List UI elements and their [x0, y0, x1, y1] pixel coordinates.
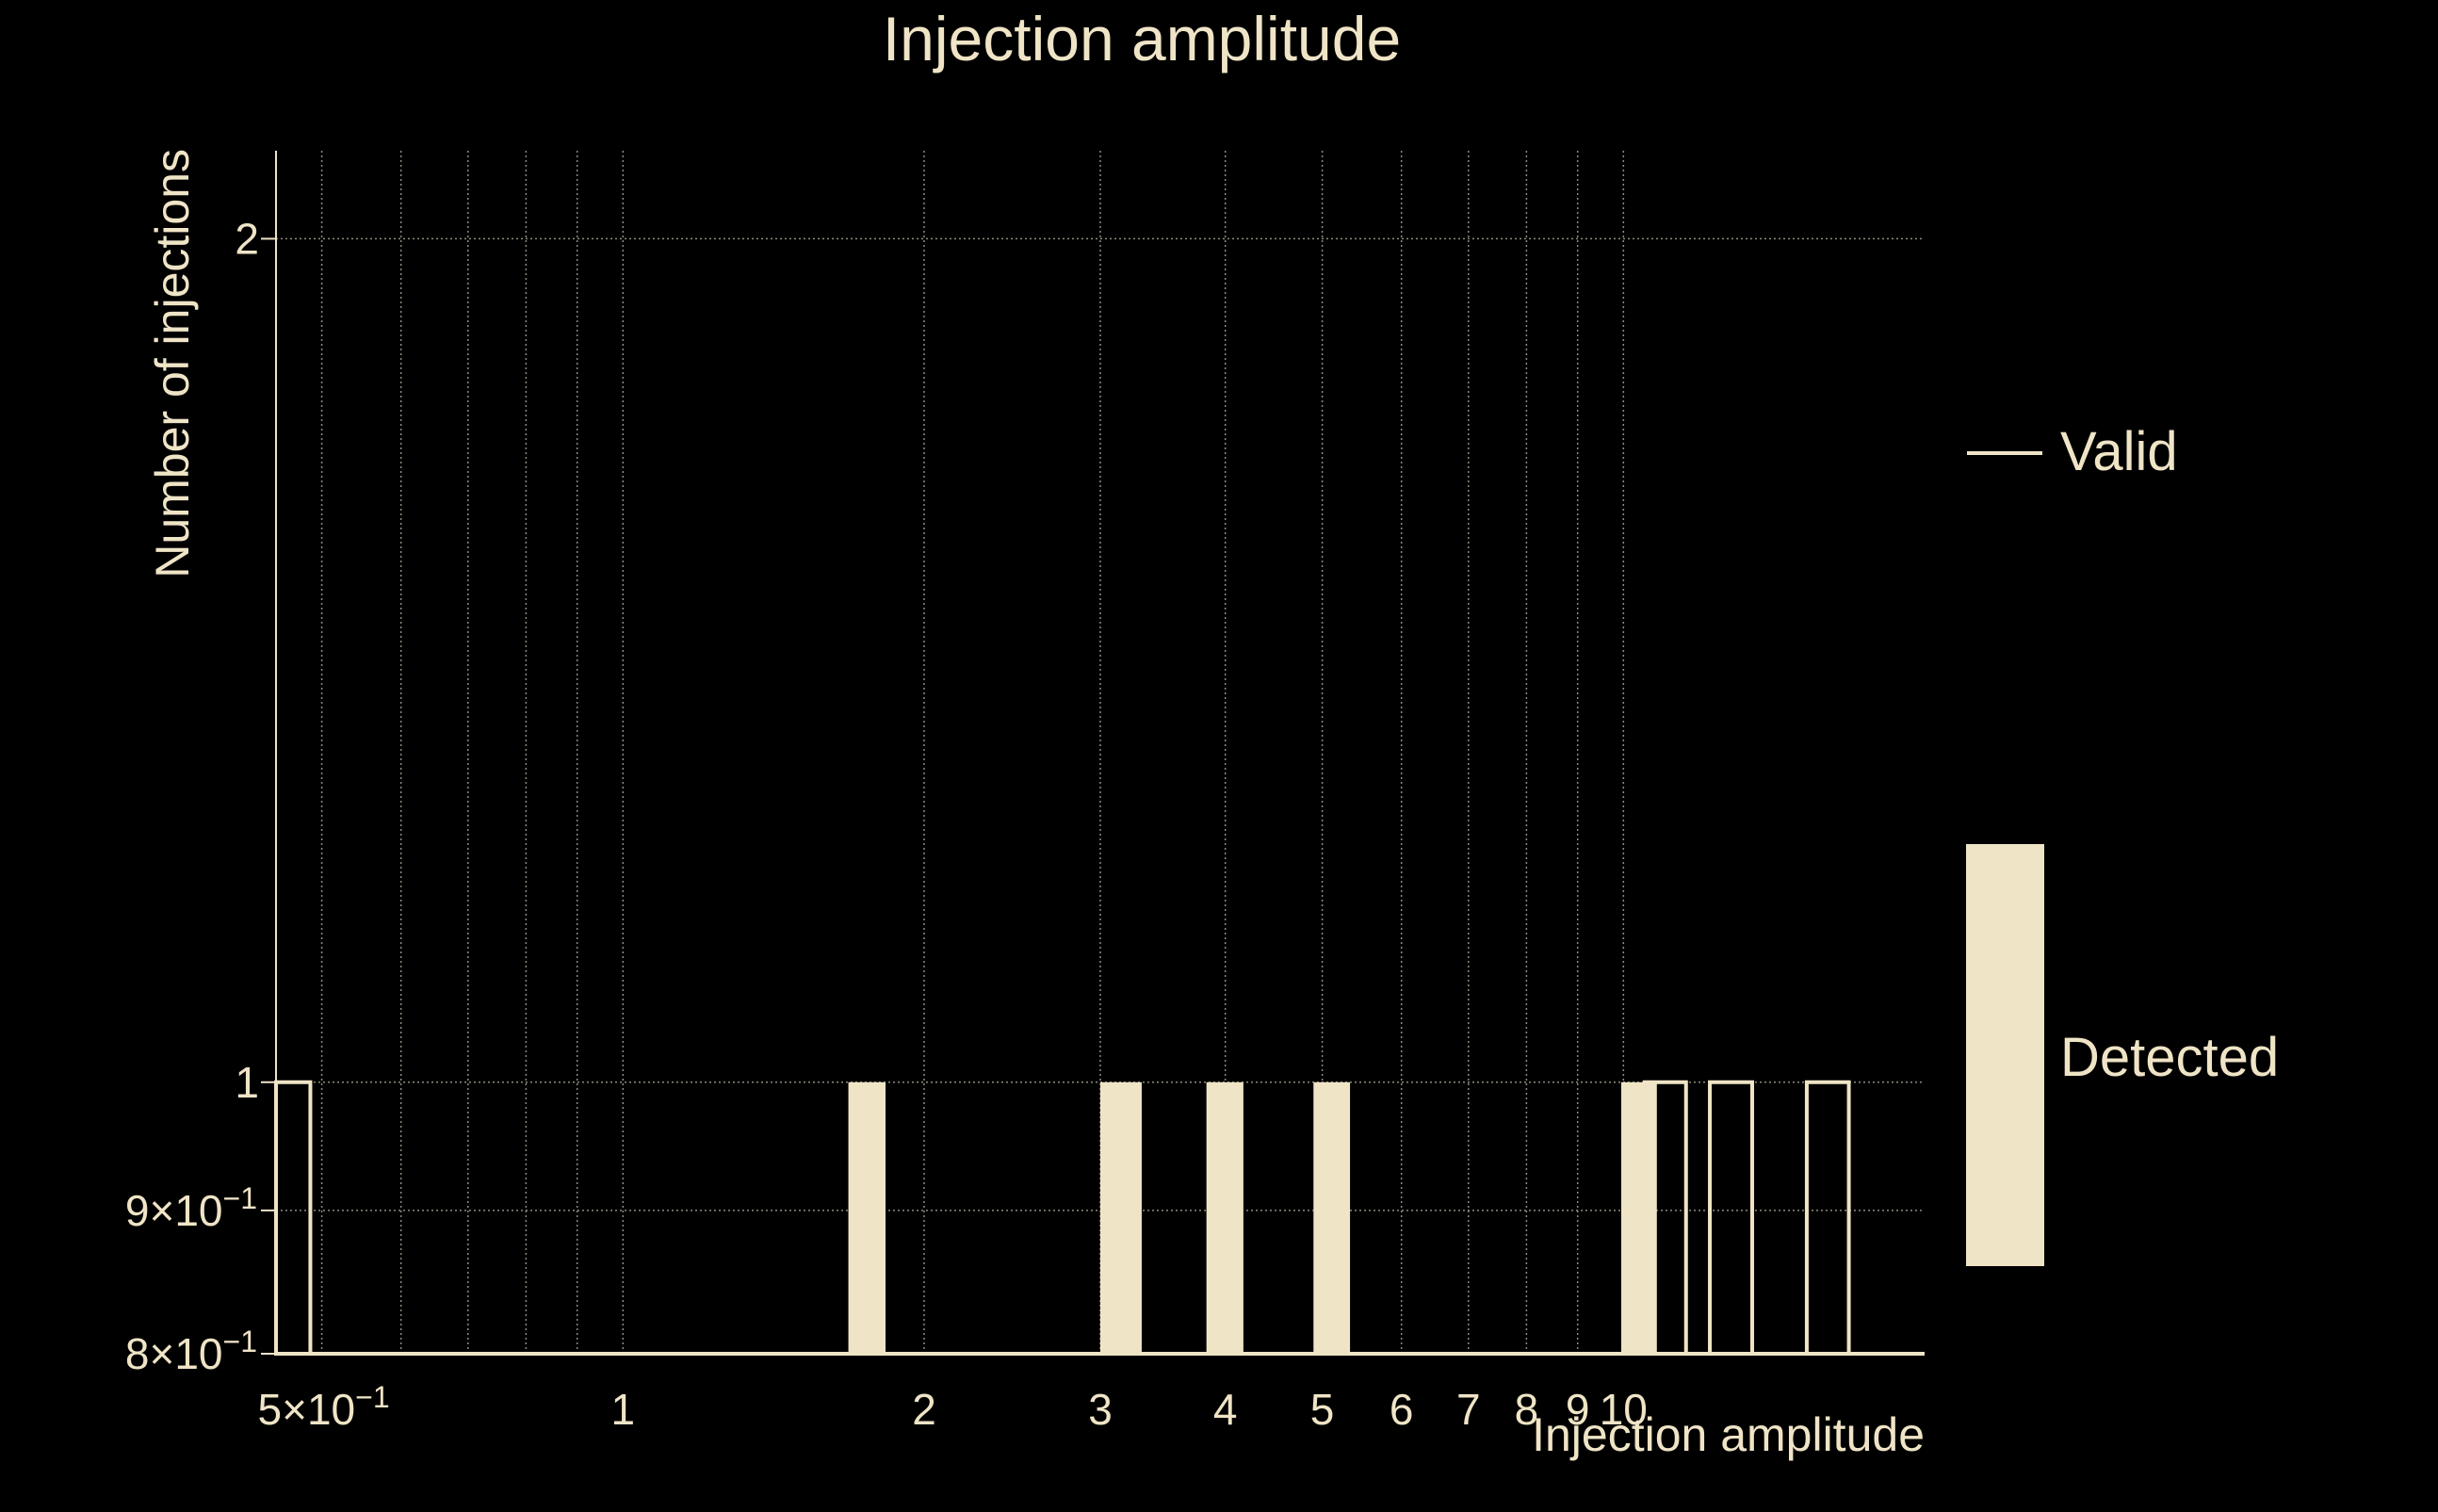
- detected-bar: [1100, 1081, 1142, 1354]
- x-tick-label: 9: [1566, 1385, 1590, 1434]
- x-axis-label: Injection amplitude: [1532, 1408, 1925, 1461]
- detected-bar: [1206, 1081, 1243, 1354]
- y-tick-label: 9×10−1: [125, 1181, 257, 1235]
- x-tick-label: 6: [1390, 1385, 1414, 1434]
- legend-detected-label: Detected: [2060, 1027, 2279, 1088]
- detected-bar: [1313, 1081, 1351, 1354]
- axes-layer: [261, 151, 1925, 1356]
- chart-title: Injection amplitude: [883, 4, 1401, 73]
- x-tick-label: 10: [1600, 1385, 1648, 1434]
- tick-labels-layer: 5×10−1 1 2 3 4 5 6 7 8 9 10 8×10−1 9×10−1 1 2: [125, 214, 1648, 1434]
- x-tick-label: 5×10−1: [258, 1380, 390, 1434]
- legend-detected-swatch: [1966, 844, 2044, 1266]
- legend: Valid Detected: [1966, 421, 2279, 1266]
- y-tick-label: 8×10−1: [125, 1325, 257, 1378]
- x-tick-label: 4: [1213, 1385, 1238, 1434]
- detected-bar: [848, 1081, 886, 1354]
- legend-valid-label: Valid: [2060, 421, 2178, 482]
- x-tick-label: 5: [1310, 1385, 1335, 1434]
- bars-layer: [274, 1080, 1851, 1356]
- x-tick-label: 1: [610, 1385, 635, 1434]
- x-tick-label: 3: [1088, 1385, 1113, 1434]
- x-tick-label: 8: [1515, 1385, 1539, 1434]
- x-tick-label: 2: [912, 1385, 936, 1434]
- y-tick-label: 1: [235, 1058, 259, 1107]
- detected-bar: [1620, 1081, 1657, 1354]
- y-axis-label: Number of injections: [146, 149, 199, 578]
- x-tick-label: 7: [1456, 1385, 1481, 1434]
- y-tick-label: 2: [235, 214, 259, 263]
